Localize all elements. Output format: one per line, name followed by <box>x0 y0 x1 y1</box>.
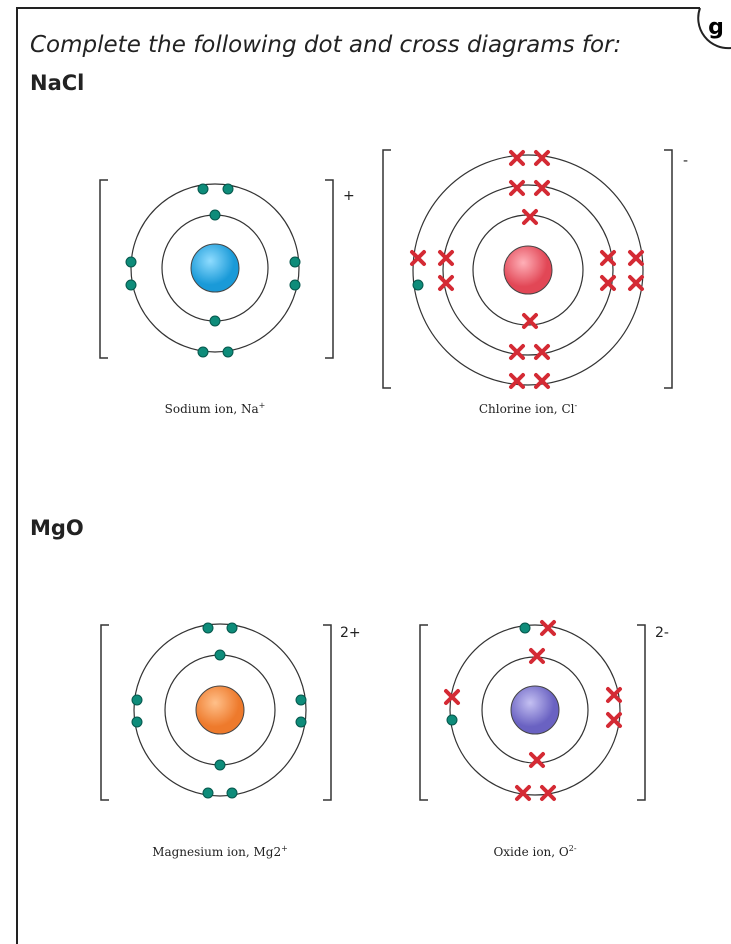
ion-caption: Chlorine ion, Cl- <box>479 401 578 416</box>
ion-diagram: -Chlorine ion, Cl- <box>382 149 688 416</box>
electron-dot <box>222 183 234 195</box>
electron-cross <box>515 785 531 801</box>
electron-dot <box>209 209 221 221</box>
electron-cross <box>540 785 556 801</box>
electron-cross <box>438 275 454 291</box>
electron-dot <box>295 694 307 706</box>
caption-text: Chlorine ion, Cl <box>479 402 575 416</box>
ion-diagram: 2-Oxide ion, O2- <box>419 620 669 859</box>
nucleus <box>195 685 245 735</box>
electron-dot <box>295 716 307 728</box>
electron-dot <box>202 622 214 634</box>
bracket-left <box>99 179 108 359</box>
electron-cross <box>540 620 556 636</box>
electron-dot <box>214 649 226 661</box>
electron-cross <box>522 313 538 329</box>
electron-dot <box>412 279 424 291</box>
electron-dot <box>125 256 137 268</box>
caption-text: Sodium ion, Na <box>165 402 259 416</box>
electron-cross <box>534 180 550 196</box>
corner-label: g <box>708 15 724 40</box>
electron-cross <box>509 344 525 360</box>
nucleus <box>190 243 240 293</box>
electron-dot <box>289 279 301 291</box>
corner-tab <box>697 7 731 50</box>
bracket-left <box>100 624 109 801</box>
electron-cross <box>529 648 545 664</box>
electron-dot <box>226 622 238 634</box>
electron-cross <box>534 150 550 166</box>
ion-diagram: 2+ Magnesium ion, Mg2+ <box>100 622 361 859</box>
instruction: Complete the following dot and cross dia… <box>30 32 621 58</box>
caption-superscript: + <box>259 401 266 410</box>
ion-caption: Oxide ion, O2- <box>493 844 576 859</box>
caption-superscript: + <box>281 844 288 853</box>
electron-shell <box>449 624 621 796</box>
electron-cross <box>438 250 454 266</box>
electron-cross <box>534 344 550 360</box>
electron-cross <box>628 250 644 266</box>
bracket-right <box>637 624 646 801</box>
electron-dot <box>131 694 143 706</box>
caption-superscript: 2- <box>569 844 577 853</box>
electron-shell <box>133 623 307 797</box>
ion-charge: 2+ <box>340 625 361 641</box>
nucleus <box>510 685 560 735</box>
diagrams: +Sodium ion, Na+-Chlorine ion, Cl-2+Magn… <box>99 149 688 859</box>
electron-cross <box>606 687 622 703</box>
caption-superscript: - <box>574 401 577 410</box>
electron-cross <box>522 209 538 225</box>
electron-dot <box>202 787 214 799</box>
electron-cross <box>628 275 644 291</box>
electron-dot <box>197 346 209 358</box>
electron-cross <box>606 712 622 728</box>
electron-cross <box>534 373 550 389</box>
ion-caption: Sodium ion, Na+ <box>165 401 266 416</box>
electron-cross <box>509 150 525 166</box>
electron-dot <box>446 714 458 726</box>
ion-diagram: +Sodium ion, Na+ <box>99 179 355 416</box>
ion-charge: + <box>343 188 355 204</box>
electron-dot <box>125 279 137 291</box>
electron-shell <box>412 154 644 386</box>
caption-text: Magnesium ion, Mg2 <box>152 845 281 859</box>
caption-text: Oxide ion, O <box>493 845 568 859</box>
electron-dot <box>197 183 209 195</box>
electron-dot <box>209 315 221 327</box>
nucleus <box>503 245 553 295</box>
electron-cross <box>410 250 426 266</box>
ion-caption: Magnesium ion, Mg2+ <box>152 844 288 859</box>
heading: NaCl <box>30 71 84 95</box>
ion-charge: - <box>683 153 688 169</box>
bracket-right <box>323 624 332 801</box>
page-border <box>16 7 700 944</box>
electron-dot <box>222 346 234 358</box>
bracket-right <box>664 149 673 389</box>
electron-cross <box>529 752 545 768</box>
electron-cross <box>600 250 616 266</box>
electron-dot <box>214 759 226 771</box>
bracket-right <box>325 179 334 359</box>
electron-cross <box>444 689 460 705</box>
bracket-left <box>382 149 391 389</box>
electron-dot <box>131 716 143 728</box>
electron-dot <box>289 256 301 268</box>
electron-cross <box>600 275 616 291</box>
bracket-left <box>419 624 428 801</box>
heading: MgO <box>30 516 84 540</box>
electron-dot <box>226 787 238 799</box>
ion-charge: 2- <box>655 625 669 641</box>
electron-cross <box>509 373 525 389</box>
electron-shell <box>442 184 614 356</box>
electron-cross <box>509 180 525 196</box>
electron-shell <box>130 183 300 353</box>
electron-dot <box>519 622 531 634</box>
